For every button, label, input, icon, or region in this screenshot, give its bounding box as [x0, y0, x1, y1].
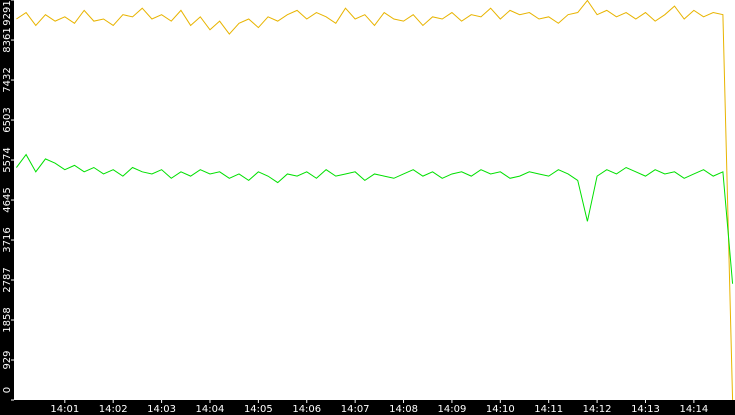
y-tick-label: 4645: [2, 187, 13, 212]
x-tick-label: 14:07: [341, 404, 370, 415]
y-tick-label: 9291: [2, 0, 13, 25]
x-tick-label: 14:02: [99, 404, 128, 415]
y-tick-label: 8361: [2, 27, 13, 52]
y-tick-label: 3716: [2, 227, 13, 252]
x-axis-strip: [0, 400, 735, 415]
x-tick-label: 14:14: [679, 404, 708, 415]
x-tick-label: 14:13: [631, 404, 660, 415]
y-tick-label: 5574: [2, 147, 13, 172]
y-tick-label: 6503: [2, 107, 13, 132]
x-tick-label: 14:01: [50, 404, 79, 415]
x-tick-label: 14:08: [389, 404, 418, 415]
x-tick-label: 14:04: [196, 404, 225, 415]
y-tick-label: 2787: [2, 267, 13, 292]
y-tick-label: 0: [2, 387, 13, 393]
x-tick-label: 14:11: [534, 404, 563, 415]
x-tick-label: 14:03: [147, 404, 176, 415]
x-tick-label: 14:09: [438, 404, 467, 415]
series-line: [16, 0, 734, 401]
y-tick-label: 929: [2, 350, 13, 369]
x-tick-label: 14:12: [583, 404, 612, 415]
y-axis-strip: [0, 0, 14, 415]
x-tick-label: 14:05: [244, 404, 273, 415]
series-line: [16, 153, 734, 284]
y-tick-label: 7432: [2, 67, 13, 92]
x-tick-label: 14:10: [486, 404, 515, 415]
y-tick-label: 1858: [2, 307, 13, 332]
x-tick-label: 14:06: [292, 404, 321, 415]
